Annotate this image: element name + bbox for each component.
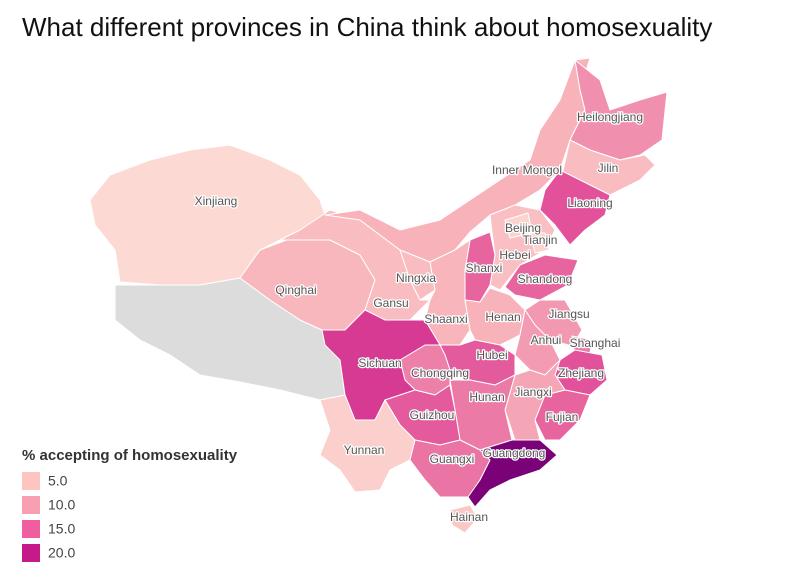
province-label: Zhejiang: [558, 366, 604, 380]
province-label: Jiangsu: [548, 307, 589, 321]
legend-swatch: [22, 544, 40, 562]
province-label: Shandong: [518, 272, 573, 286]
province: [529, 232, 550, 254]
province: [424, 239, 471, 346]
province: [467, 439, 558, 508]
province-label: Guangdong: [483, 446, 546, 460]
legend-swatch: [22, 520, 40, 538]
province-layer: [89, 57, 668, 534]
province-label: Hunan: [469, 390, 504, 404]
province: [534, 389, 591, 441]
province: [569, 59, 668, 161]
province-label: Sichuan: [358, 356, 401, 370]
province-label: Gansu: [373, 296, 408, 310]
chart-title: What different provinces in China think …: [22, 12, 712, 42]
province-label: Liaoning: [567, 196, 612, 210]
province-label: Heilongjiang: [577, 110, 643, 124]
province-label: Shanghai: [570, 336, 621, 350]
label-layer: Xinjiang Qinghai Gansu Inner Mongol Heilongj…: [193, 109, 644, 526]
province-label: Qinghai: [275, 283, 316, 297]
province-label: Fujian: [546, 410, 579, 424]
province: [504, 254, 579, 301]
province-label: Shaanxi: [424, 312, 467, 326]
province-label: Xinjiang: [195, 194, 238, 208]
province-label: Anhui: [531, 333, 562, 347]
province-label: Ningxia: [396, 271, 436, 285]
province-label: Tianjin: [523, 233, 558, 247]
province-label: Hubei: [476, 348, 507, 362]
province-label: Henan: [485, 310, 520, 324]
province-label: Yunnan: [344, 443, 385, 457]
province-label: Guangxi: [430, 452, 475, 466]
province: [399, 249, 436, 301]
province-label: Hebei: [499, 248, 530, 262]
province: [539, 169, 611, 246]
province-label: Shanxi: [466, 261, 503, 275]
legend-label: 5.0: [48, 473, 68, 489]
legend-swatch: [22, 496, 40, 514]
legend-label: 10.0: [48, 497, 75, 513]
province-label: Guizhou: [410, 408, 455, 422]
province: [449, 504, 479, 534]
province: [504, 359, 566, 441]
province-label: Beijing: [505, 221, 541, 235]
province-label: Jiangxi: [514, 385, 551, 399]
legend-swatch: [22, 472, 40, 490]
province-label: Inner Mongol: [492, 163, 562, 177]
province-label: Jilin: [598, 161, 619, 175]
legend: 5.0 10.0 15.0 20.0: [22, 472, 75, 562]
legend-title: % accepting of homosexuality: [22, 447, 238, 464]
province-label: Hainan: [450, 510, 488, 524]
legend-label: 15.0: [48, 521, 75, 537]
legend-label: 20.0: [48, 545, 75, 561]
province-label: Chongqing: [411, 366, 469, 380]
